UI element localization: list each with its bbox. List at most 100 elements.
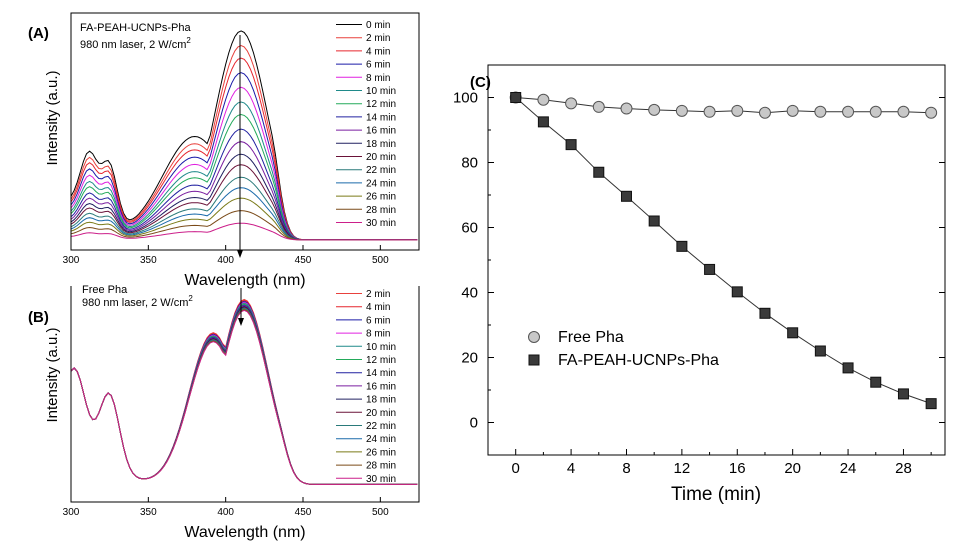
panel-c-fit-free-pha <box>515 97 932 114</box>
panel-b-legend-label: 4 min <box>366 302 390 313</box>
panel-b-curves <box>70 298 418 485</box>
panel-b-legend-label: 18 min <box>366 395 396 406</box>
panel-c-point-ucnps-pha <box>925 398 937 410</box>
panel-b-legend-label: 12 min <box>366 355 396 366</box>
panel-b-y-label: Intensity (a.u.) <box>44 327 61 422</box>
panel-a-legend-label: 8 min <box>366 73 390 84</box>
panel-a-x-tick-label: 450 <box>295 255 312 266</box>
panel-c-point-free-pha <box>703 105 716 118</box>
panel-a-legend-label: 2 min <box>366 33 390 44</box>
panel-c-point-ucnps-pha <box>593 166 605 178</box>
panel-b-legend-label: 2 min <box>366 289 390 300</box>
panel-b-legend-label: 30 min <box>366 474 396 485</box>
panel-c-legend-label: Free Pha <box>558 329 624 346</box>
panel-c-x-tick-label: 8 <box>622 460 630 477</box>
panel-c-y-tick-label: 0 <box>470 415 478 432</box>
panel-c-points <box>509 91 938 410</box>
panel-c-point-ucnps-pha <box>842 362 854 374</box>
panel-c-fit-ucnps-pha <box>515 97 932 405</box>
panel-c-frame <box>487 64 946 456</box>
panel-b-x-tick-label: 350 <box>140 507 157 518</box>
panel-c-point-ucnps-pha <box>704 263 716 275</box>
panel-a-label: (A) <box>28 25 49 42</box>
panel-c-point-ucnps-pha <box>814 345 826 357</box>
panel-c-point-free-pha <box>814 105 827 118</box>
panel-a-legend-label: 14 min <box>366 112 396 123</box>
panel-b-legend-label: 28 min <box>366 461 396 472</box>
panel-c-legend: Free Pha FA-PEAH-UCNPs-Pha <box>528 329 719 369</box>
panel-b-legend-label: 10 min <box>366 342 396 353</box>
panel-c-point-free-pha <box>592 100 605 113</box>
panel-c-point-ucnps-pha <box>897 388 909 400</box>
panel-c-point-ucnps-pha <box>620 190 632 202</box>
panel-c-point-ucnps-pha <box>537 116 549 128</box>
panel-b-arrow-head <box>238 318 244 326</box>
panel-b-x-tick-label: 300 <box>63 507 80 518</box>
panel-b-frame <box>70 286 420 503</box>
panel-a-legend-label: 20 min <box>366 152 396 163</box>
panel-c-point-free-pha <box>897 105 910 118</box>
panel-c: (C) 0 4 8 12 16 20 24 28 0 20 40 60 80 100 Free Pha FA… <box>453 64 946 505</box>
panel-b-legend-label: 26 min <box>366 447 396 458</box>
panel-c-y-tick-label: 20 <box>461 350 478 367</box>
panel-b-title-mask <box>70 272 180 285</box>
panel-a-legend-label: 0 min <box>366 20 390 31</box>
panel-c-x-tick-label: 24 <box>840 460 857 477</box>
panel-c-point-ucnps-pha <box>870 376 882 388</box>
panel-c-y-tick-label: 80 <box>461 155 478 172</box>
panel-b-legend: 2 min 4 min 6 min 8 min 10 min 12 min 14 min 16… <box>336 289 396 485</box>
panel-c-y-tick-label: 40 <box>461 285 478 302</box>
panel-b-subtitle: 980 nm laser, 2 W/cm2 <box>82 294 193 309</box>
panel-a-legend-label: 24 min <box>366 178 396 189</box>
panel-b-legend-label: 8 min <box>366 329 390 340</box>
panel-a-x-label: Wavelength (nm) <box>184 272 305 289</box>
panel-b-curve-30-min <box>70 309 418 485</box>
panel-c-point-ucnps-pha <box>565 139 577 151</box>
panel-a-x-tick-label: 350 <box>140 255 157 266</box>
panel-a-curve-30-min <box>70 222 418 241</box>
panel-a: (A) FA-PEAH-UCNPs-Pha 980 nm laser, 2 W/… <box>28 12 420 289</box>
panel-a-x-tick-label: 400 <box>217 255 234 266</box>
panel-b-label: (B) <box>28 309 49 326</box>
panel-c-axes: 0 4 8 12 16 20 24 28 0 20 40 60 80 100 <box>453 90 945 477</box>
panel-c-point-free-pha <box>925 106 938 119</box>
panel-c-legend-label: FA-PEAH-UCNPs-Pha <box>558 352 719 369</box>
panel-a-legend-label: 18 min <box>366 139 396 150</box>
panel-b-x-tick-label: 400 <box>217 507 234 518</box>
panel-c-legend-marker-ucnps-pha <box>528 354 540 366</box>
panel-c-point-ucnps-pha <box>648 215 660 227</box>
panel-c-x-label: Time (min) <box>671 484 761 505</box>
panel-c-point-free-pha <box>648 103 661 116</box>
panel-a-x-tick-label: 300 <box>63 255 80 266</box>
panel-a-legend-label: 4 min <box>366 46 390 57</box>
panel-c-x-tick-label: 0 <box>512 460 520 477</box>
panel-a-curves <box>70 30 418 241</box>
panel-c-point-free-pha <box>842 105 855 118</box>
panel-b-title: Free Pha <box>82 284 128 296</box>
panel-c-legend-marker-free-pha <box>528 331 540 343</box>
panel-a-frame <box>70 12 420 251</box>
panel-a-legend-label: 28 min <box>366 205 396 216</box>
panel-b-x-tick-label: 450 <box>295 507 312 518</box>
panel-b-x-label: Wavelength (nm) <box>184 524 305 541</box>
panel-a-y-label: Intensity (a.u.) <box>44 70 61 165</box>
panel-c-point-free-pha <box>565 97 578 110</box>
panel-b-legend-label: 22 min <box>366 421 396 432</box>
panel-a-legend-label: 16 min <box>366 126 396 137</box>
panel-c-point-free-pha <box>731 104 744 117</box>
panel-c-x-tick-label: 12 <box>674 460 691 477</box>
panel-a-legend: 0 min 2 min 4 min 6 min 8 min 10 min 12 min 14 … <box>336 20 396 229</box>
panel-b-x-ticks: 300 350 400 450 500 <box>63 497 389 518</box>
panel-b-legend-label: 20 min <box>366 408 396 419</box>
panel-c-y-tick-label: 60 <box>461 220 478 237</box>
panel-c-point-ucnps-pha <box>787 327 799 339</box>
panel-a-legend-label: 30 min <box>366 218 396 229</box>
panel-a-x-tick-label: 500 <box>372 255 389 266</box>
panel-c-x-tick-label: 20 <box>784 460 801 477</box>
panel-c-point-free-pha <box>675 104 688 117</box>
panel-c-label: (C) <box>470 74 491 91</box>
panel-a-x-ticks: 300 350 400 450 500 <box>63 245 389 266</box>
panel-a-legend-label: 10 min <box>366 86 396 97</box>
panel-b-legend-label: 6 min <box>366 315 390 326</box>
